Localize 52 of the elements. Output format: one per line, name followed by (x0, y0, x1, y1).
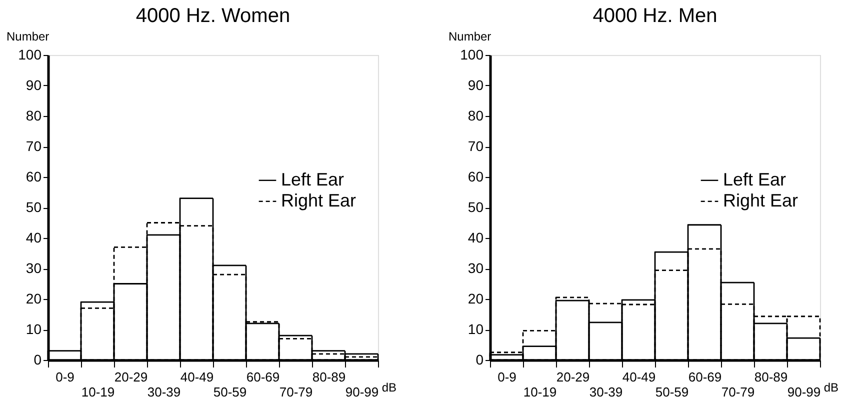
x-tick-label: 90-99 (345, 384, 379, 400)
x-tick-label: 30-39 (147, 384, 181, 400)
legend-label: Right Ear (723, 190, 798, 210)
x-tick-label: 10-19 (523, 384, 557, 400)
y-tick-label: 50 (468, 199, 484, 215)
x-tick-label: 0-9 (498, 370, 516, 384)
legend-label: Left Ear (723, 169, 786, 190)
y-tick-label: 0 (34, 352, 42, 368)
x-tick-label: 10-19 (81, 384, 115, 400)
x-axis-title: dB (382, 380, 396, 394)
x-tick-label: 50-59 (213, 384, 247, 400)
y-tick-label: 0 (476, 352, 484, 368)
x-axis-title: dB (824, 380, 838, 394)
x-tick-label: 0-9 (56, 370, 74, 384)
y-tick-label: 70 (468, 138, 484, 154)
x-tick-label: 30-39 (589, 384, 623, 400)
y-tick-label: 40 (26, 230, 42, 246)
y-tick-label: 30 (468, 260, 484, 276)
y-tick-label: 50 (26, 199, 42, 215)
x-tick-label: 80-89 (312, 370, 346, 384)
y-tick-label: 80 (26, 108, 42, 124)
x-tick-label: 60-69 (246, 370, 280, 384)
x-tick-label: 20-29 (114, 370, 148, 384)
y-tick-label: 20 (468, 290, 484, 306)
x-tick-label: 80-89 (754, 370, 788, 384)
y-tick-label: 20 (26, 290, 42, 306)
x-tick-label: 50-59 (655, 384, 689, 400)
y-tick-label: 40 (468, 230, 484, 246)
y-tick-label: 60 (468, 168, 484, 184)
y-tick-label: 90 (26, 77, 42, 93)
legend-label: Left Ear (281, 169, 344, 190)
x-tick-label: 20-29 (556, 370, 590, 384)
legend-label: Right Ear (281, 190, 356, 210)
x-tick-label: 90-99 (787, 384, 821, 400)
y-tick-label: 80 (468, 108, 484, 124)
x-tick-label: 70-79 (721, 384, 755, 400)
chart-title: 4000 Hz. Women (136, 5, 290, 27)
y-tick-label: 10 (468, 321, 484, 337)
y-tick-label: 30 (26, 260, 42, 276)
x-tick-label: 40-49 (180, 370, 214, 384)
x-tick-label: 60-69 (688, 370, 722, 384)
x-tick-label: 70-79 (279, 384, 313, 400)
y-tick-label: 100 (460, 46, 484, 62)
y-tick-label: 10 (26, 321, 42, 337)
x-tick-label: 40-49 (622, 370, 656, 384)
chart-title: 4000 Hz. Men (592, 5, 718, 27)
y-axis-title: Number (6, 30, 50, 44)
y-tick-label: 60 (26, 168, 42, 184)
y-tick-label: 90 (468, 77, 484, 93)
y-axis-title: Number (448, 30, 492, 44)
y-tick-label: 100 (18, 46, 42, 62)
y-tick-label: 70 (26, 138, 42, 154)
